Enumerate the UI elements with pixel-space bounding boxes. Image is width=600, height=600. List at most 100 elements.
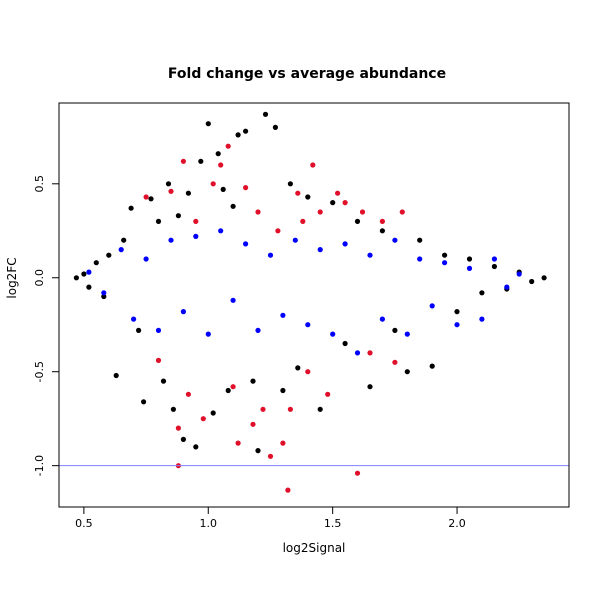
- data-point: [417, 256, 423, 262]
- data-point: [466, 265, 473, 271]
- x-tick-label: 1.0: [200, 517, 218, 530]
- data-point: [175, 213, 181, 219]
- data-point: [141, 399, 147, 405]
- data-point: [168, 188, 174, 194]
- data-point: [175, 425, 181, 431]
- y-axis-label: log2FC: [5, 257, 19, 298]
- data-point: [155, 357, 162, 363]
- data-point: [165, 181, 172, 187]
- data-point: [230, 297, 236, 303]
- data-point: [404, 369, 410, 375]
- data-point: [342, 241, 348, 247]
- data-point: [295, 365, 301, 371]
- y-tick-label: 0.5: [33, 175, 46, 193]
- data-point: [429, 363, 435, 369]
- data-point: [354, 218, 361, 224]
- data-point: [93, 260, 99, 266]
- data-point: [160, 378, 167, 384]
- data-point: [479, 290, 485, 296]
- data-point: [101, 290, 107, 296]
- data-point: [205, 121, 211, 127]
- data-point: [86, 284, 92, 290]
- data-point: [185, 190, 191, 196]
- plot-frame: [58, 102, 570, 508]
- data-point: [354, 350, 361, 356]
- data-point: [367, 384, 373, 390]
- data-point: [118, 247, 124, 253]
- data-point: [255, 327, 261, 333]
- x-tick-label: 0.5: [75, 517, 93, 530]
- data-point: [121, 237, 127, 243]
- data-point: [230, 384, 236, 390]
- data-point: [479, 316, 485, 322]
- data-point: [379, 228, 385, 234]
- data-point: [300, 218, 306, 224]
- data-point: [136, 327, 142, 333]
- data-point: [491, 256, 497, 262]
- data-point: [131, 316, 137, 322]
- data-point: [429, 303, 435, 309]
- data-point: [417, 237, 423, 243]
- data-point: [210, 410, 216, 416]
- data-point: [280, 312, 286, 318]
- data-point: [335, 190, 341, 196]
- data-point: [243, 185, 249, 191]
- data-point: [287, 181, 293, 187]
- data-point: [342, 340, 348, 347]
- data-point: [280, 440, 286, 446]
- y-tick-label: 0.0: [33, 269, 46, 287]
- data-point: [541, 275, 547, 281]
- data-point: [225, 387, 231, 394]
- data-point: [220, 186, 226, 192]
- data-point: [155, 218, 162, 224]
- data-point: [218, 162, 224, 168]
- data-point: [516, 271, 522, 277]
- data-point: [73, 275, 79, 281]
- data-point: [280, 387, 286, 394]
- data-point: [218, 228, 224, 234]
- data-point: [170, 406, 176, 412]
- y-tick-label: -0.5: [33, 361, 46, 382]
- data-point: [243, 128, 249, 134]
- y-tick-label: -1.0: [33, 455, 46, 476]
- data-point: [392, 327, 398, 333]
- data-point: [193, 233, 199, 239]
- data-point: [529, 278, 535, 285]
- data-point: [272, 124, 278, 130]
- data-point: [317, 247, 323, 253]
- data-point: [491, 263, 497, 270]
- data-point: [255, 209, 261, 215]
- data-point: [342, 200, 348, 206]
- data-point: [275, 228, 281, 234]
- data-point: [235, 440, 241, 446]
- data-point: [392, 237, 398, 243]
- data-point: [250, 421, 256, 427]
- data-point: [292, 237, 298, 243]
- data-point: [287, 406, 293, 412]
- data-points: [73, 111, 547, 493]
- data-point: [442, 252, 448, 258]
- data-point: [325, 391, 331, 397]
- data-point: [225, 143, 231, 149]
- data-point: [305, 369, 311, 375]
- data-point: [454, 322, 460, 328]
- x-tick-label: 2.0: [448, 517, 466, 530]
- data-point: [235, 132, 241, 138]
- data-point: [215, 151, 221, 157]
- data-point: [168, 237, 174, 243]
- data-point: [128, 205, 134, 211]
- data-point: [106, 252, 112, 258]
- data-point: [180, 158, 186, 164]
- data-point: [180, 309, 186, 315]
- data-point: [193, 218, 199, 224]
- data-point: [210, 181, 216, 187]
- data-point: [367, 350, 373, 356]
- data-point: [86, 269, 92, 275]
- data-point: [454, 309, 460, 315]
- data-point: [359, 209, 366, 215]
- data-point: [305, 322, 311, 328]
- data-point: [330, 200, 336, 206]
- data-point: [317, 209, 323, 215]
